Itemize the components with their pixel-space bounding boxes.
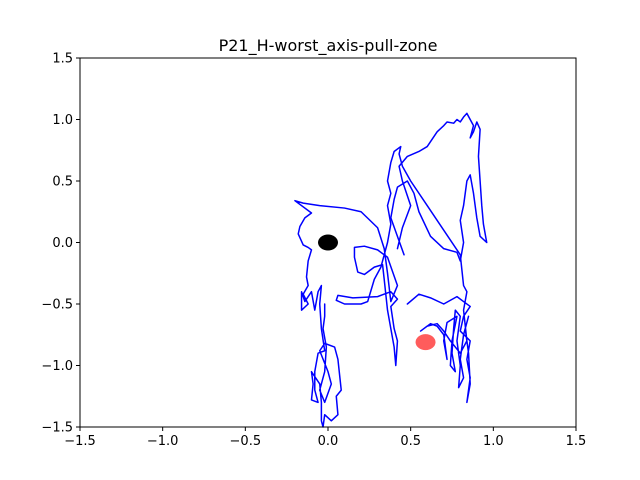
x-axis: −1.5 −1.0 −0.5 0.0 0.5 1.0 1.5 xyxy=(64,427,586,449)
y-tick-label-5: 1.0 xyxy=(52,113,73,128)
series-layer xyxy=(294,112,488,428)
chart-title: P21_H-worst_axis-pull-zone xyxy=(219,36,438,56)
y-tick-label-0: −1.5 xyxy=(41,421,73,436)
plot-area xyxy=(79,57,577,428)
marker-0 xyxy=(318,234,338,251)
series-line-0 xyxy=(294,145,471,428)
x-tick-label-6: 1.5 xyxy=(566,434,587,449)
y-tick-label-3: 0.0 xyxy=(52,236,73,251)
marker-layer xyxy=(318,234,436,351)
x-tick-label-3: 0.0 xyxy=(318,434,339,449)
x-tick-label-0: −1.5 xyxy=(64,434,96,449)
y-tick-label-6: 1.5 xyxy=(52,52,73,67)
marker-1 xyxy=(415,334,436,351)
series-line-1 xyxy=(390,112,488,262)
y-tick-label-4: 0.5 xyxy=(52,175,73,190)
x-tick-label-1: −1.0 xyxy=(147,434,179,449)
y-tick-label-1: −1.0 xyxy=(41,359,73,374)
y-axis: −1.5 −1.0 −0.5 0.0 0.5 1.0 1.5 xyxy=(41,52,80,436)
y-tick-label-2: −0.5 xyxy=(41,298,73,313)
x-tick-label-4: 0.5 xyxy=(400,434,421,449)
x-tick-label-2: −0.5 xyxy=(230,434,262,449)
x-tick-label-5: 1.0 xyxy=(483,434,504,449)
